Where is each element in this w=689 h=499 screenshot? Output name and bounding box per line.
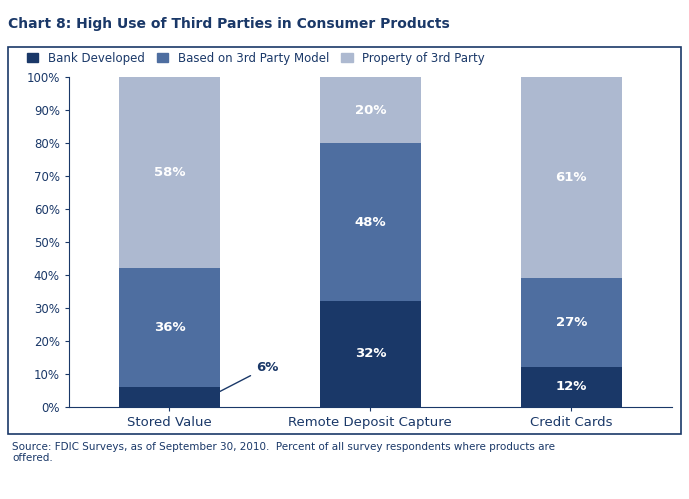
Bar xyxy=(119,268,220,387)
Bar xyxy=(320,77,420,143)
Bar xyxy=(521,367,621,407)
Text: 58%: 58% xyxy=(154,166,185,179)
Bar xyxy=(320,143,420,301)
Bar xyxy=(320,301,420,407)
Text: 27%: 27% xyxy=(555,316,587,329)
Text: 61%: 61% xyxy=(555,171,587,184)
Text: 6%: 6% xyxy=(214,361,278,395)
Text: 36%: 36% xyxy=(154,321,185,334)
Bar xyxy=(119,387,220,407)
Legend: Bank Developed, Based on 3rd Party Model, Property of 3rd Party: Bank Developed, Based on 3rd Party Model… xyxy=(27,52,485,65)
Text: 20%: 20% xyxy=(355,104,386,117)
Text: 48%: 48% xyxy=(355,216,386,229)
Text: Source: FDIC Surveys, as of September 30, 2010.  Percent of all survey responden: Source: FDIC Surveys, as of September 30… xyxy=(12,442,555,463)
Bar xyxy=(119,77,220,268)
Text: 32%: 32% xyxy=(355,347,386,360)
Bar xyxy=(521,278,621,367)
Text: 12%: 12% xyxy=(555,380,587,393)
Text: Chart 8: High Use of Third Parties in Consumer Products: Chart 8: High Use of Third Parties in Co… xyxy=(8,17,450,31)
Bar xyxy=(521,77,621,278)
